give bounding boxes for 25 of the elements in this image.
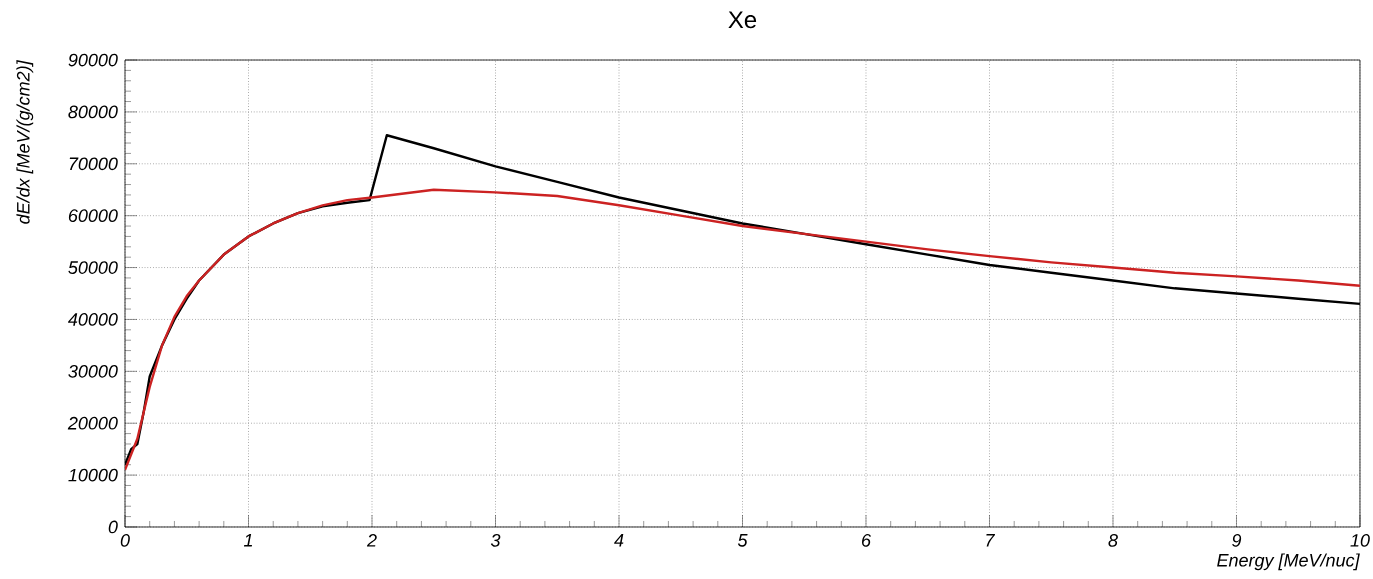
- x-tick-label: 0: [120, 534, 130, 547]
- x-tick-label: 7: [986, 534, 996, 547]
- x-tick-label: 10: [1350, 534, 1370, 547]
- x-tick-label: 1: [243, 534, 253, 547]
- y-tick-label: 50000: [68, 261, 118, 274]
- x-tick-label: 9: [1232, 534, 1242, 547]
- x-axis-title: Energy [MeV/nuc]: [1217, 553, 1360, 571]
- x-tick-label: 8: [1108, 534, 1118, 547]
- y-axis-title: dE/dx [MeV/(g/cm2)]: [16, 60, 34, 224]
- y-tick-label: 80000: [68, 105, 118, 119]
- y-tick-label: 30000: [68, 364, 118, 378]
- y-tick-label: 90000: [68, 53, 118, 67]
- y-tick-label: 10000: [68, 468, 118, 482]
- y-tick-label: 60000: [68, 209, 118, 223]
- line-series: [125, 188, 1360, 472]
- y-tick-label: 70000: [69, 157, 118, 171]
- x-tick-label: 3: [490, 534, 501, 547]
- x-tick-label: 6: [862, 534, 871, 547]
- x-tick-label: 2: [366, 534, 377, 547]
- y-tick-label: 40000: [68, 313, 118, 326]
- x-tick-label: 4: [614, 534, 624, 547]
- x-tick-label: 5: [737, 534, 748, 547]
- chart-title: Xe: [728, 11, 757, 29]
- y-tick-label: 20000: [67, 416, 118, 430]
- y-tick-label: 0: [108, 520, 118, 534]
